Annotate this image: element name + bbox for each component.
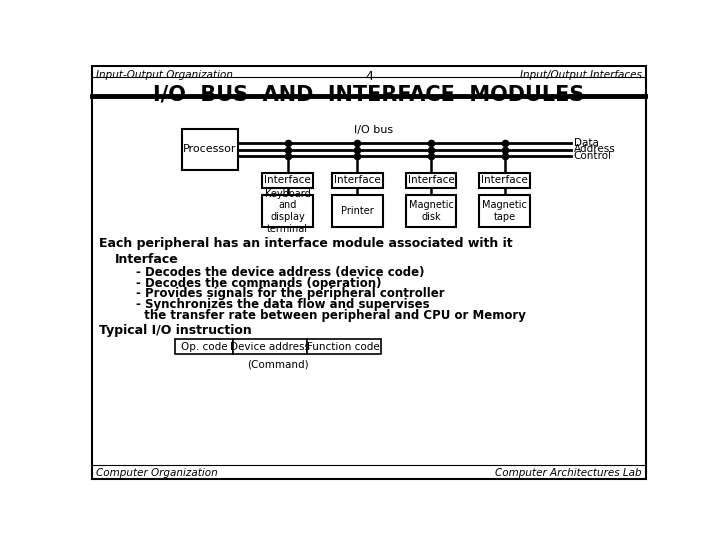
Text: Printer: Printer <box>341 206 374 216</box>
Text: Address: Address <box>574 145 616 154</box>
Text: Magnetic
tape: Magnetic tape <box>482 200 527 222</box>
Bar <box>233 339 307 354</box>
Bar <box>406 173 456 188</box>
Bar <box>307 339 381 354</box>
Text: Keyboard
and
display
terminal: Keyboard and display terminal <box>265 188 310 233</box>
Text: Interface: Interface <box>408 176 454 185</box>
Text: the transfer rate between peripheral and CPU or Memory: the transfer rate between peripheral and… <box>137 309 526 322</box>
Bar <box>406 195 456 227</box>
Text: Function code: Function code <box>307 342 380 352</box>
Text: I/O  BUS  AND  INTERFACE  MODULES: I/O BUS AND INTERFACE MODULES <box>153 85 585 105</box>
Text: Interface: Interface <box>334 176 381 185</box>
Text: Op. code: Op. code <box>181 342 228 352</box>
Bar <box>480 195 530 227</box>
Bar <box>332 173 382 188</box>
Bar <box>480 173 530 188</box>
Bar <box>262 173 312 188</box>
Text: - Decodes the device address (device code): - Decodes the device address (device cod… <box>137 266 425 279</box>
Text: I/O bus: I/O bus <box>354 125 393 135</box>
Text: Input/Output Interfaces: Input/Output Interfaces <box>520 70 642 80</box>
Text: Data: Data <box>574 138 598 147</box>
Text: Interface: Interface <box>264 176 311 185</box>
Text: Control: Control <box>574 151 611 161</box>
Text: Input-Output Organization: Input-Output Organization <box>96 70 233 80</box>
Bar <box>175 339 233 354</box>
Text: Computer Organization: Computer Organization <box>96 468 218 478</box>
Bar <box>332 195 382 227</box>
Text: Interface: Interface <box>481 176 528 185</box>
Text: Device address: Device address <box>230 342 310 352</box>
Text: (Command): (Command) <box>247 360 309 370</box>
Text: 4: 4 <box>365 70 373 83</box>
Text: Typical I/O instruction: Typical I/O instruction <box>99 323 252 336</box>
Bar <box>262 195 312 227</box>
Text: Processor: Processor <box>184 145 237 154</box>
Text: Computer Architectures Lab: Computer Architectures Lab <box>495 468 642 478</box>
Bar <box>182 130 238 170</box>
Text: Interface: Interface <box>114 253 179 266</box>
Text: - Decodes the commands (operation): - Decodes the commands (operation) <box>137 276 382 289</box>
Text: - Provides signals for the peripheral controller: - Provides signals for the peripheral co… <box>137 287 445 300</box>
Text: Each peripheral has an interface module associated with it: Each peripheral has an interface module … <box>99 237 513 250</box>
Text: - Synchronizes the data flow and supervises: - Synchronizes the data flow and supervi… <box>137 298 430 311</box>
Text: Magnetic
disk: Magnetic disk <box>408 200 454 222</box>
